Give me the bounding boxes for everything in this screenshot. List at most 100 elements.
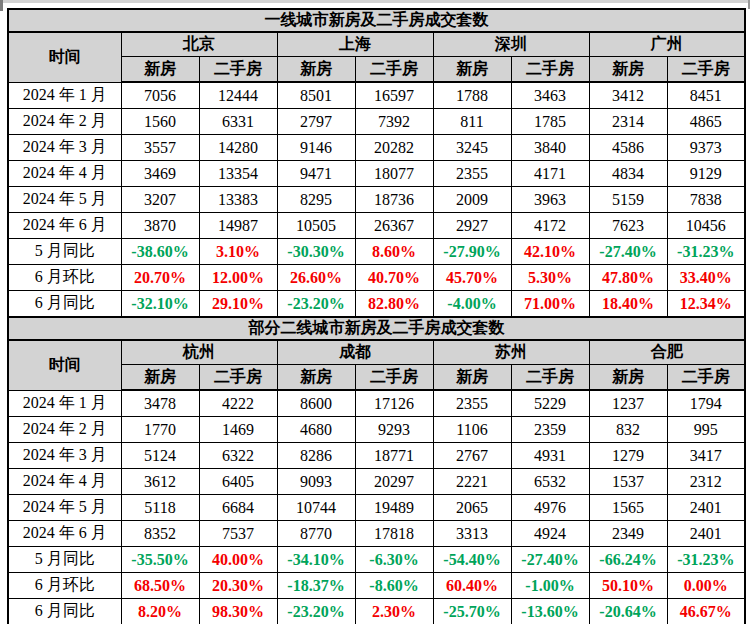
percent-cell: -31.23% [667, 547, 745, 573]
count-cell: 8286 [277, 443, 355, 469]
count-cell: 9093 [277, 469, 355, 495]
count-cell: 2349 [589, 521, 667, 547]
count-cell: 6322 [199, 443, 277, 469]
row-label: 5 月同比 [8, 239, 121, 265]
count-cell: 1770 [121, 417, 199, 443]
month-data-row: 2024 年 6 月835275378770178183313492423492… [8, 521, 745, 547]
count-cell: 6684 [199, 495, 277, 521]
count-cell: 2355 [433, 161, 511, 187]
count-cell: 3963 [511, 187, 589, 213]
count-cell: 2065 [433, 495, 511, 521]
count-cell: 2314 [589, 109, 667, 135]
row-label: 2024 年 3 月 [8, 135, 121, 161]
percent-data-row: 6 月环比20.70%12.00%26.60%40.70%45.70%5.30%… [8, 265, 745, 291]
count-cell: 8451 [667, 82, 745, 109]
row-label: 2024 年 1 月 [8, 390, 121, 417]
page: { "colors": { "header_bg": "#d3d3d3", "r… [0, 0, 750, 624]
percent-cell: 8.60% [355, 239, 433, 265]
subheader: 新房 [433, 365, 511, 391]
row-label: 2024 年 2 月 [8, 109, 121, 135]
count-cell: 3412 [589, 82, 667, 109]
count-cell: 1560 [121, 109, 199, 135]
count-cell: 3463 [511, 82, 589, 109]
count-cell: 8501 [277, 82, 355, 109]
percent-cell: -31.23% [667, 239, 745, 265]
percent-cell: 12.00% [199, 265, 277, 291]
percent-data-row: 6 月同比-32.10%29.10%-23.20%82.80%-4.00%71.… [8, 291, 745, 318]
subheader: 新房 [589, 57, 667, 83]
month-data-row: 2024 年 3 月355714280914620282324538404586… [8, 135, 745, 161]
count-cell: 2797 [277, 109, 355, 135]
count-cell: 3557 [121, 135, 199, 161]
row-label: 2024 年 6 月 [8, 213, 121, 239]
count-cell: 3870 [121, 213, 199, 239]
count-cell: 10744 [277, 495, 355, 521]
percent-cell: -35.50% [121, 547, 199, 573]
city-header-chengdu: 成都 [277, 340, 433, 365]
count-cell: 4222 [199, 390, 277, 417]
percent-cell: -8.60% [355, 573, 433, 599]
percent-cell: -20.64% [589, 599, 667, 624]
count-cell: 17818 [355, 521, 433, 547]
count-cell: 13383 [199, 187, 277, 213]
count-cell: 2312 [667, 469, 745, 495]
subheader: 二手房 [667, 365, 745, 391]
tier2-title-row: 部分二线城市新房及二手房成交套数 [8, 317, 745, 340]
percent-cell: 45.70% [433, 265, 511, 291]
subheader: 二手房 [355, 57, 433, 83]
month-data-row: 2024 年 2 月177014694680929311062359832995 [8, 417, 745, 443]
subheader: 新房 [433, 57, 511, 83]
subheader: 新房 [277, 365, 355, 391]
city-header-guangzhou: 广州 [589, 32, 745, 57]
count-cell: 14987 [199, 213, 277, 239]
count-cell: 16597 [355, 82, 433, 109]
row-label: 5 月同比 [8, 547, 121, 573]
count-cell: 7392 [355, 109, 433, 135]
count-cell: 7056 [121, 82, 199, 109]
count-cell: 4171 [511, 161, 589, 187]
count-cell: 6405 [199, 469, 277, 495]
percent-cell: 42.10% [511, 239, 589, 265]
count-cell: 1565 [589, 495, 667, 521]
percent-cell: 50.10% [589, 573, 667, 599]
scrollbar-track [0, 0, 750, 3]
city-header-shenzhen: 深圳 [433, 32, 589, 57]
row-label: 2024 年 5 月 [8, 187, 121, 213]
count-cell: 9146 [277, 135, 355, 161]
row-label: 6 月同比 [8, 599, 121, 624]
count-cell: 9373 [667, 135, 745, 161]
tier2-city-header-row: 时间 杭州 成都 苏州 合肥 [8, 340, 745, 365]
percent-cell: -25.70% [433, 599, 511, 624]
tier2-cities-table: 部分二线城市新房及二手房成交套数 时间 杭州 成都 苏州 合肥 新房 二手房 新… [7, 316, 746, 624]
count-cell: 19489 [355, 495, 433, 521]
count-cell: 2009 [433, 187, 511, 213]
time-column-header: 时间 [8, 32, 121, 82]
row-label: 6 月同比 [8, 291, 121, 318]
percent-cell: -18.37% [277, 573, 355, 599]
percent-cell: 0.00% [667, 573, 745, 599]
percent-cell: 18.40% [589, 291, 667, 318]
percent-cell: 29.10% [199, 291, 277, 318]
count-cell: 1237 [589, 390, 667, 417]
count-cell: 3469 [121, 161, 199, 187]
percent-cell: -27.40% [511, 547, 589, 573]
count-cell: 5124 [121, 443, 199, 469]
row-label: 2024 年 5 月 [8, 495, 121, 521]
count-cell: 14280 [199, 135, 277, 161]
count-cell: 5118 [121, 495, 199, 521]
count-cell: 1788 [433, 82, 511, 109]
percent-cell: 33.40% [667, 265, 745, 291]
city-header-hangzhou: 杭州 [121, 340, 277, 365]
row-label: 2024 年 4 月 [8, 161, 121, 187]
count-cell: 5229 [511, 390, 589, 417]
tier2-table-body: 2024 年 1 月347842228600171262355522912371… [8, 390, 745, 624]
percent-cell: -54.40% [433, 547, 511, 573]
count-cell: 2401 [667, 521, 745, 547]
month-data-row: 2024 年 4 月361264059093202972221653215372… [8, 469, 745, 495]
count-cell: 7537 [199, 521, 277, 547]
scrollbar-thumb-left [0, 0, 3, 11]
count-cell: 4680 [277, 417, 355, 443]
percent-cell: 20.70% [121, 265, 199, 291]
percent-cell: 98.30% [199, 599, 277, 624]
count-cell: 3478 [121, 390, 199, 417]
